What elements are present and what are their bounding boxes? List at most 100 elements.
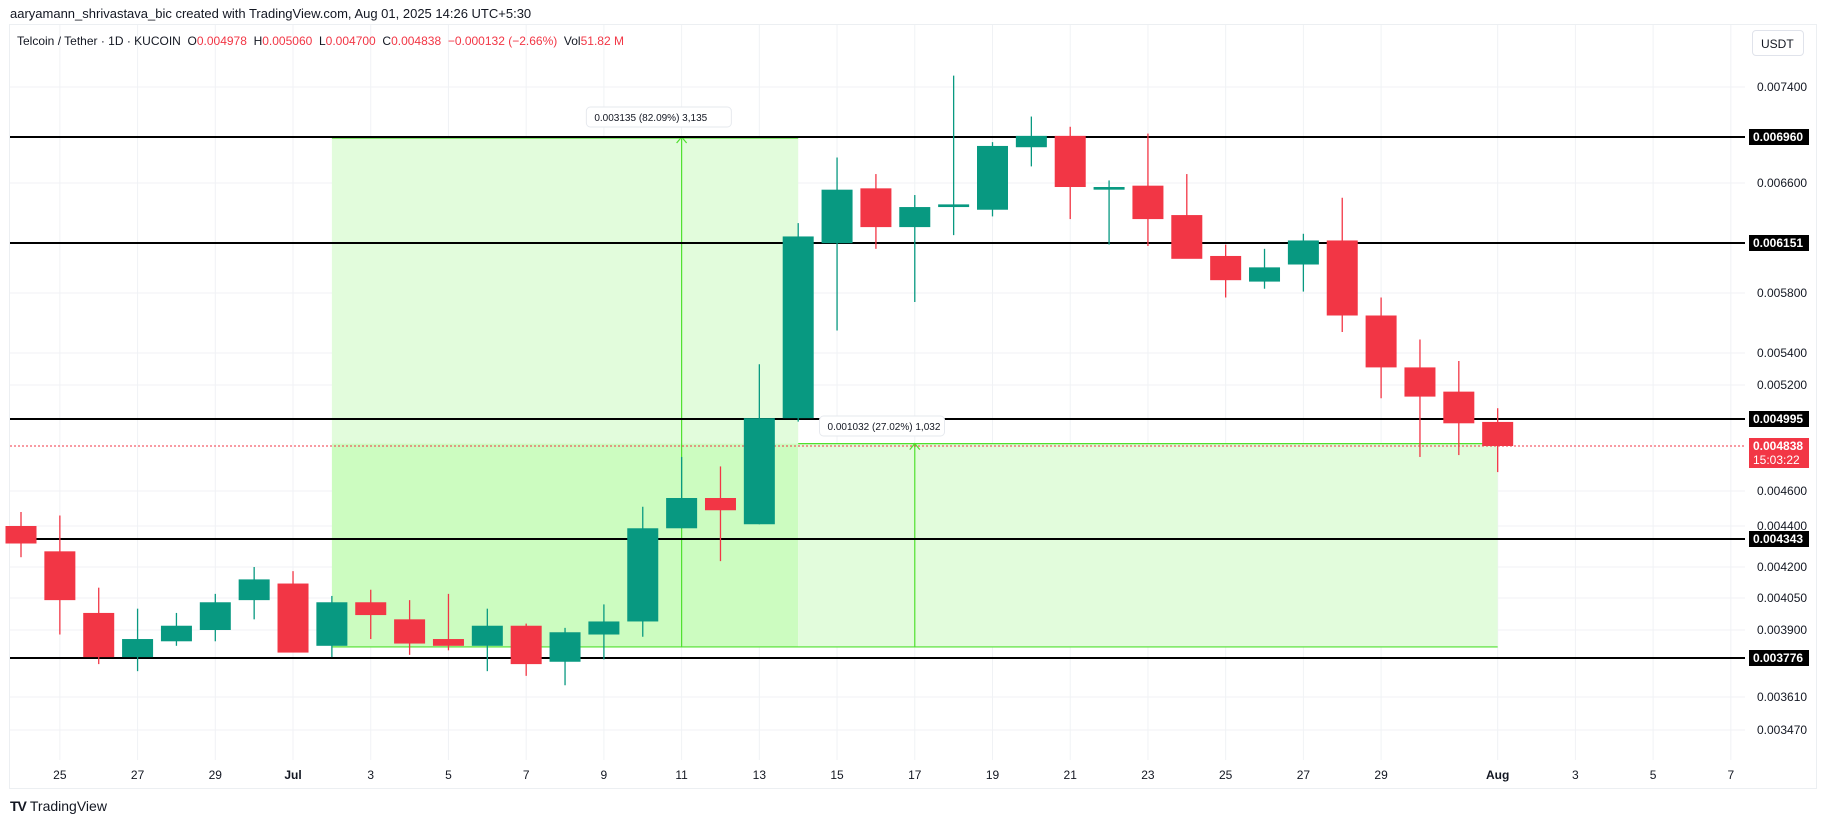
candle[interactable] (1171, 174, 1203, 259)
svg-text:7: 7 (1727, 768, 1734, 782)
volume-value: 51.82 M (580, 34, 624, 48)
tradingview-footer[interactable]: TV TradingView (10, 798, 107, 814)
candle[interactable] (471, 608, 503, 672)
svg-text:0.006960: 0.006960 (1753, 130, 1803, 144)
candle[interactable] (1443, 361, 1475, 456)
svg-text:15:03:22: 15:03:22 (1753, 453, 1800, 467)
candle[interactable] (5, 512, 37, 558)
svg-text:29: 29 (209, 768, 223, 782)
svg-text:0.004400: 0.004400 (1757, 519, 1807, 533)
svg-text:3: 3 (1572, 768, 1579, 782)
svg-text:0.004200: 0.004200 (1757, 560, 1807, 574)
symbol-title[interactable]: Telcoin / Tether · 1D · KUCOIN (17, 34, 181, 48)
chart-frame (9, 24, 1817, 789)
svg-text:0.004600: 0.004600 (1757, 484, 1807, 498)
svg-text:0.003470: 0.003470 (1757, 723, 1807, 737)
candle[interactable] (355, 589, 387, 640)
candle[interactable] (199, 593, 231, 642)
high-value: 0.005060 (262, 34, 313, 48)
measure-zone-core (331, 443, 799, 647)
candle[interactable] (1132, 133, 1164, 246)
close-value: 0.004838 (391, 34, 442, 48)
price-axis[interactable]: 0.007400 0.006600 0.005800 0.005400 0.005200… (1749, 80, 1809, 737)
svg-text:0.005400: 0.005400 (1757, 346, 1807, 360)
chart-credit: aaryamann_shrivastava_bic created with T… (10, 6, 532, 21)
candle[interactable] (1287, 233, 1319, 292)
svg-text:Aug: Aug (1486, 768, 1509, 782)
change-value: −0.000132 (−2.66%) (447, 34, 558, 48)
candle[interactable] (238, 567, 270, 620)
candle[interactable] (549, 627, 581, 686)
open-value: 0.004978 (196, 34, 247, 48)
svg-text:0.004343: 0.004343 (1753, 532, 1803, 546)
svg-text:27: 27 (131, 768, 145, 782)
candle[interactable] (860, 174, 892, 249)
candle[interactable] (394, 600, 426, 655)
candle[interactable] (743, 364, 775, 525)
candle[interactable] (1054, 126, 1086, 220)
svg-text:9: 9 (601, 768, 608, 782)
svg-text:27: 27 (1297, 768, 1311, 782)
svg-text:0.004838: 0.004838 (1753, 439, 1803, 453)
candle[interactable] (1093, 180, 1125, 245)
svg-text:29: 29 (1374, 768, 1388, 782)
currency-button[interactable]: USDT (1752, 30, 1804, 56)
svg-text:0.006600: 0.006600 (1757, 176, 1807, 190)
candle[interactable] (122, 608, 154, 672)
candle[interactable] (899, 195, 931, 302)
svg-text:5: 5 (445, 768, 452, 782)
svg-text:7: 7 (523, 768, 530, 782)
svg-text:0.005200: 0.005200 (1757, 378, 1807, 392)
tradingview-logo-icon: TV (10, 798, 27, 814)
candle[interactable] (627, 506, 659, 637)
svg-text:0.003776: 0.003776 (1753, 651, 1803, 665)
svg-text:0.003900: 0.003900 (1757, 623, 1807, 637)
candle[interactable] (316, 595, 348, 658)
candle[interactable] (782, 223, 814, 422)
measure-label: 0.001032 (27.02%) 1,032 (819, 415, 946, 437)
svg-text:15: 15 (830, 768, 844, 782)
candle[interactable] (44, 515, 76, 635)
svg-text:0.003135 (82.09%) 3,135: 0.003135 (82.09%) 3,135 (594, 113, 707, 124)
svg-text:0.004995: 0.004995 (1753, 412, 1803, 426)
candle[interactable] (821, 157, 853, 331)
candle[interactable] (1365, 297, 1397, 399)
candle[interactable] (977, 142, 1008, 217)
candle[interactable] (704, 466, 736, 562)
candle[interactable] (666, 456, 698, 529)
time-axis[interactable]: 25 27 29 Jul 3 5 7 9 11 13 15 17 19 21 23 25 27 29 Aug 3 5 7 (53, 768, 1734, 782)
svg-text:5: 5 (1650, 768, 1657, 782)
candle[interactable] (1482, 408, 1514, 473)
svg-text:25: 25 (53, 768, 67, 782)
svg-text:11: 11 (675, 768, 688, 782)
candle[interactable] (1249, 248, 1281, 289)
svg-text:0.007400: 0.007400 (1757, 80, 1807, 94)
candle[interactable] (1210, 244, 1242, 298)
candle[interactable] (510, 623, 542, 676)
svg-text:0.003610: 0.003610 (1757, 690, 1807, 704)
candle[interactable] (938, 75, 970, 236)
svg-text:3: 3 (367, 768, 374, 782)
svg-text:21: 21 (1064, 768, 1078, 782)
candle[interactable] (1404, 339, 1436, 457)
candle[interactable] (1015, 116, 1047, 167)
svg-text:17: 17 (908, 768, 922, 782)
svg-text:25: 25 (1219, 768, 1233, 782)
candle[interactable] (432, 593, 464, 651)
symbol-legend: Telcoin / Tether · 1D · KUCOIN O0.004978… (17, 34, 624, 48)
candle[interactable] (277, 571, 309, 653)
candle[interactable] (1326, 197, 1358, 332)
tradingview-label: TradingView (29, 798, 107, 814)
svg-text:Jul: Jul (284, 768, 301, 782)
svg-text:13: 13 (753, 768, 767, 782)
low-value: 0.004700 (325, 34, 376, 48)
candle[interactable] (83, 587, 115, 665)
measure-zone-extension (798, 443, 1498, 647)
svg-text:0.005800: 0.005800 (1757, 286, 1807, 300)
svg-text:0.004050: 0.004050 (1757, 591, 1807, 605)
svg-text:0.001032 (27.02%) 1,032: 0.001032 (27.02%) 1,032 (828, 422, 941, 433)
candle[interactable] (160, 612, 192, 646)
svg-text:23: 23 (1141, 768, 1155, 782)
candle[interactable] (588, 604, 620, 660)
